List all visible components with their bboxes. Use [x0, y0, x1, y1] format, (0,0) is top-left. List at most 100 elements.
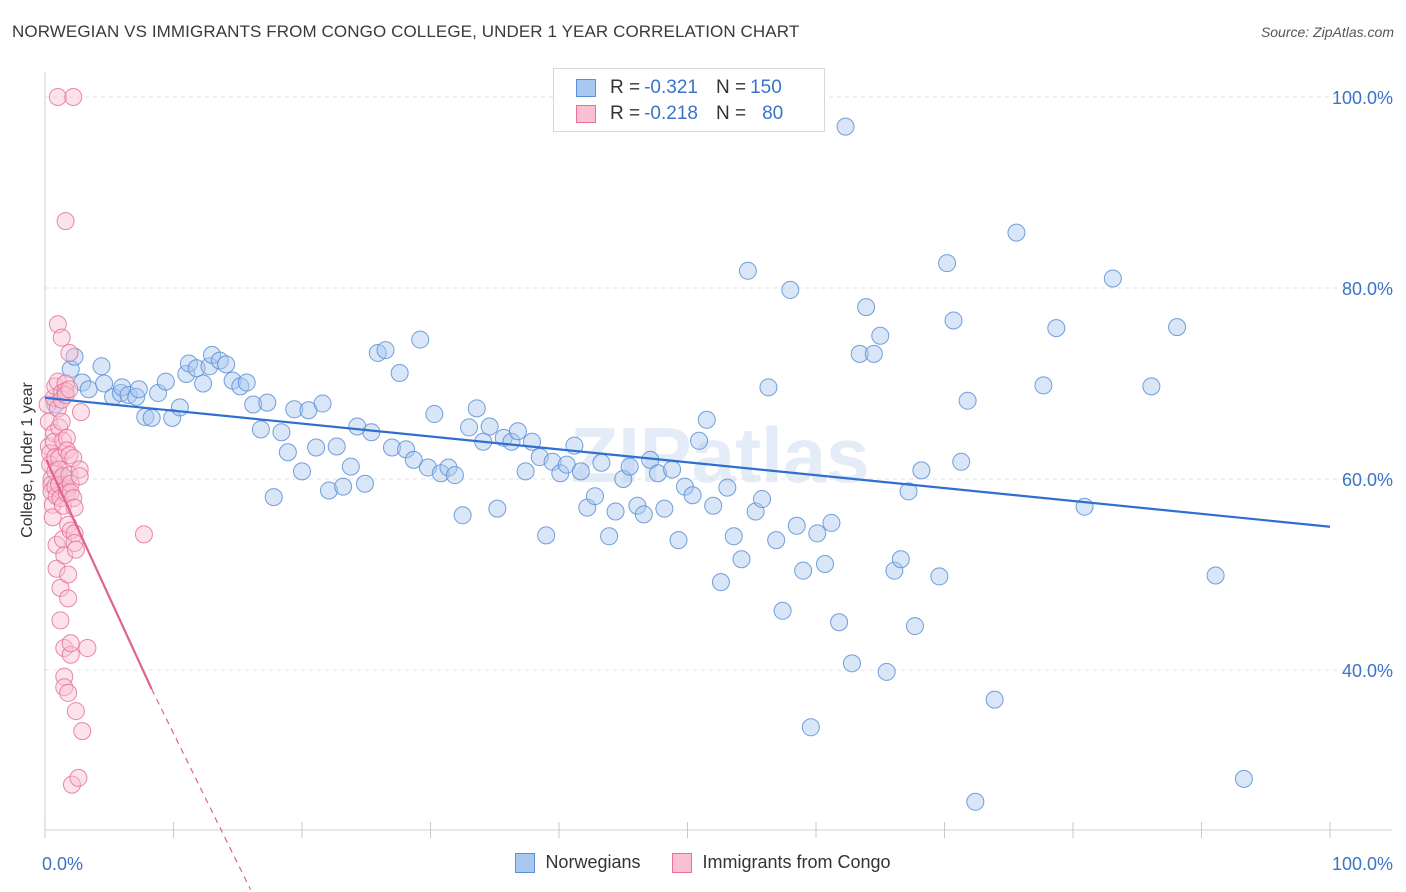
norwegian-point	[930, 567, 949, 586]
congo-point	[65, 533, 84, 552]
congo-point	[134, 525, 153, 544]
norwegian-point	[718, 478, 737, 497]
norwegian-point	[738, 261, 757, 280]
norwegian-point	[488, 499, 507, 518]
norwegian-point	[985, 690, 1004, 709]
norwegian-point	[129, 380, 148, 399]
congo-point	[59, 565, 78, 584]
congo-legend-swatch	[672, 852, 693, 873]
congo-trend-line	[45, 459, 153, 690]
norwegian-point	[585, 487, 604, 506]
r-label: R =	[610, 103, 641, 124]
norwegians-trend-line	[44, 396, 1331, 528]
norwegian-point	[1142, 377, 1161, 396]
norwegian-point	[285, 400, 304, 419]
legend-item-norwegians[interactable]: Norwegians	[515, 852, 640, 873]
norwegian-point	[724, 527, 743, 546]
congo-point	[52, 412, 71, 431]
norwegian-point	[313, 394, 332, 413]
congo-point	[57, 428, 76, 447]
norwegian-point	[425, 405, 444, 424]
norwegian-point	[794, 561, 813, 580]
norwegian-point	[899, 482, 918, 501]
norwegian-point	[272, 423, 291, 442]
congo-points	[38, 88, 153, 794]
norwegian-point	[952, 452, 971, 471]
norwegian-point	[663, 460, 682, 479]
congo-point	[55, 639, 74, 658]
norwegian-point	[79, 380, 98, 399]
norwegian-point	[264, 488, 283, 507]
norwegian-point	[966, 792, 985, 811]
congo-point	[52, 328, 71, 347]
norwegian-point	[244, 395, 263, 414]
norwegian-point	[1234, 769, 1253, 788]
norwegian-point	[467, 399, 486, 418]
congo-point	[59, 589, 78, 608]
congo-point	[70, 467, 89, 486]
norwegian-point	[404, 450, 423, 469]
x-tick-label: 0.0%	[42, 854, 83, 874]
legend-label-congo: Immigrants from Congo	[702, 852, 891, 872]
congo-swatch	[576, 105, 596, 123]
norwegian-point	[753, 490, 772, 509]
congo-point	[61, 634, 80, 653]
norwegian-point	[620, 457, 639, 476]
norwegian-point	[787, 516, 806, 535]
congo-point	[56, 212, 75, 231]
norwegian-point	[871, 326, 890, 345]
norwegian-point	[237, 373, 256, 392]
tick-labels: 100.0% 80.0% 60.0% 40.0% 0.0% 100.0%	[42, 88, 1393, 874]
norwegian-point	[411, 330, 430, 349]
norwegian-point	[704, 496, 723, 515]
congo-point	[73, 722, 92, 741]
norwegian-point	[1007, 223, 1026, 242]
series-legend: Norwegians Immigrants from Congo	[0, 852, 1406, 873]
congo-point	[70, 460, 89, 479]
legend-label-norwegians: Norwegians	[545, 852, 641, 872]
norwegian-point	[711, 573, 730, 592]
norwegian-point	[334, 477, 353, 496]
n-label: N =	[715, 77, 747, 98]
norwegian-point	[842, 654, 861, 673]
norwegian-point	[217, 355, 236, 374]
norwegian-point	[885, 561, 904, 580]
norwegian-point	[571, 462, 590, 481]
congo-point	[48, 88, 67, 106]
norwegian-point	[606, 502, 625, 521]
norwegian-point	[382, 438, 401, 457]
axes	[44, 72, 1392, 838]
norwegian-point	[508, 422, 527, 441]
norwegian-point	[156, 372, 175, 391]
norwegian-point	[905, 617, 924, 636]
norwegian-point	[801, 718, 820, 737]
norwegian-point	[95, 374, 114, 393]
norwegians-points	[46, 117, 1253, 811]
norwegian-point	[119, 385, 138, 404]
congo-point	[66, 702, 85, 721]
congo-point	[57, 441, 76, 460]
norwegian-point	[251, 420, 270, 439]
norwegian-point	[655, 499, 674, 518]
norwegians-legend-swatch	[515, 852, 536, 873]
norwegian-point	[537, 526, 556, 545]
norwegian-point	[453, 506, 472, 525]
trend-lines	[44, 396, 1331, 890]
congo-point	[62, 775, 81, 794]
norwegian-point	[815, 554, 834, 573]
norwegian-point	[1103, 269, 1122, 288]
congo-point	[51, 578, 70, 597]
norwegian-point	[341, 457, 360, 476]
congo-point	[48, 315, 67, 334]
norwegian-point	[1047, 319, 1066, 338]
r-label: R =	[610, 77, 641, 98]
norwegian-point	[891, 550, 910, 569]
congo-point	[64, 88, 83, 106]
norwegian-point	[836, 117, 855, 136]
norwegian-point	[307, 438, 326, 457]
congo-point	[60, 380, 79, 399]
norwegian-point	[390, 363, 409, 382]
n-label: N =	[715, 103, 747, 124]
congo-point	[39, 412, 58, 431]
legend-item-congo[interactable]: Immigrants from Congo	[672, 852, 891, 873]
